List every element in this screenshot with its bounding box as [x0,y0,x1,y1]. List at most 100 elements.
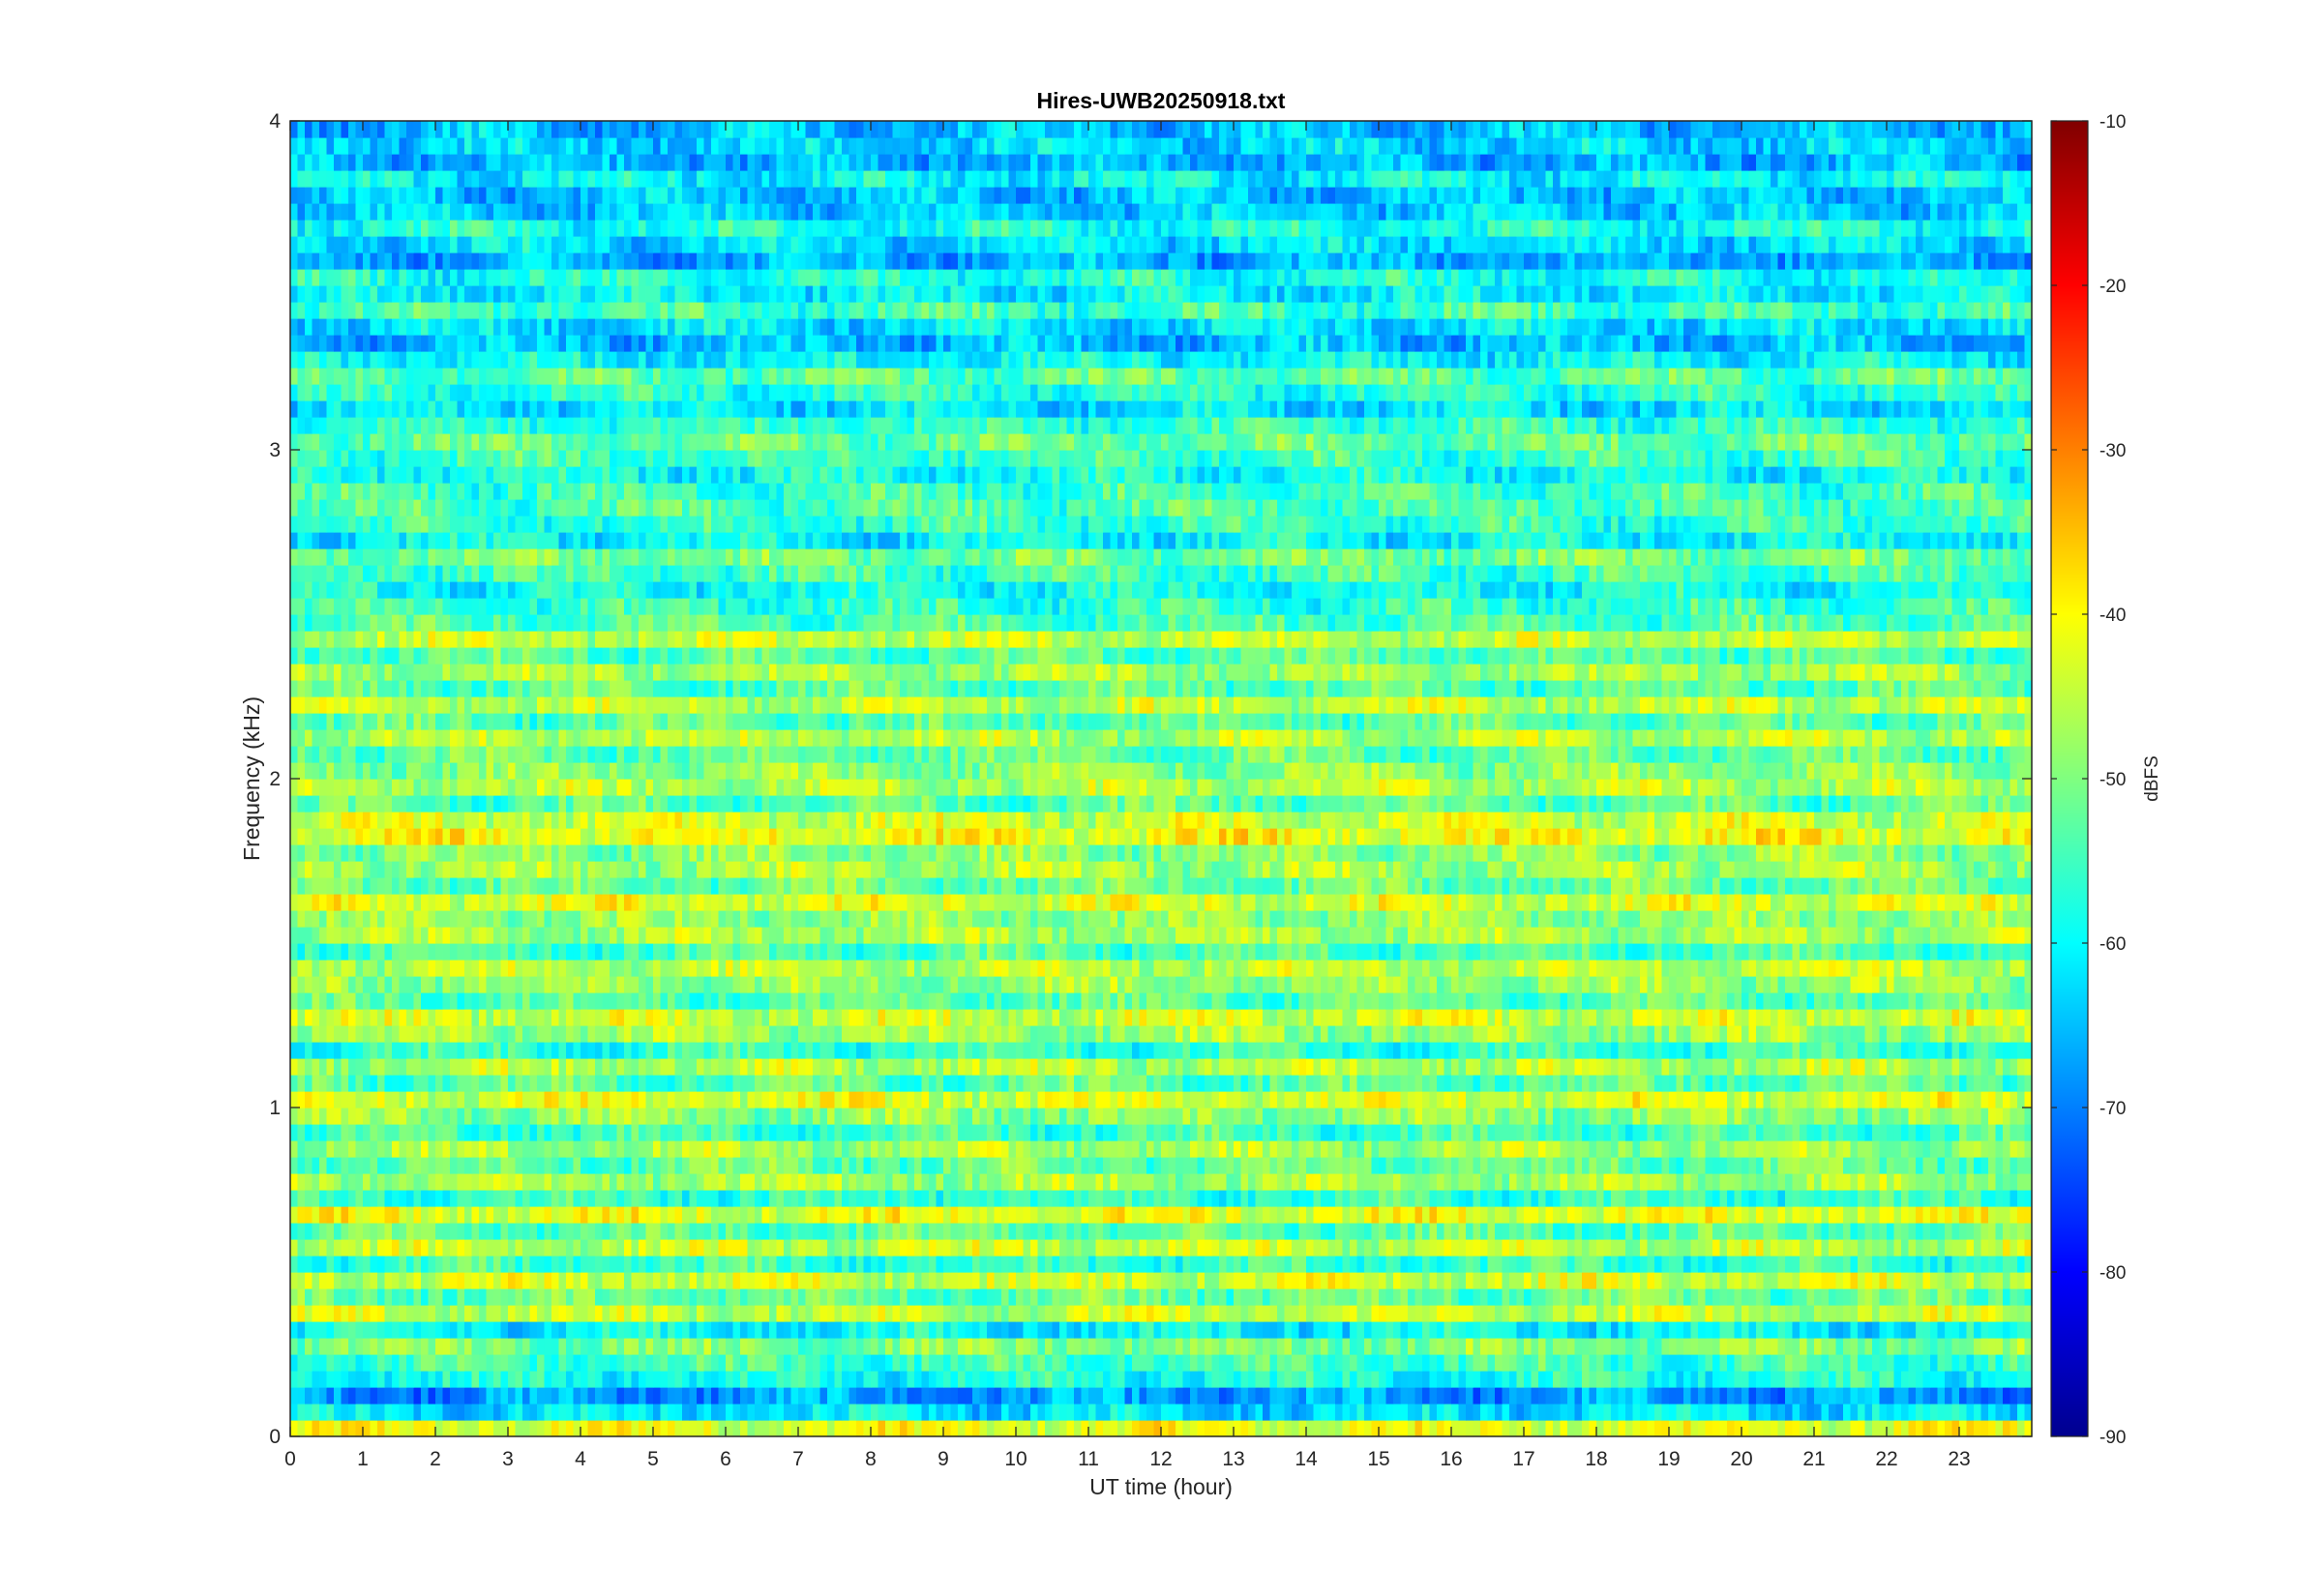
heatmap-cell [1814,1272,1823,1289]
heatmap-cell [493,1272,502,1289]
heatmap-cell [747,1387,756,1404]
heatmap-cell [1545,1354,1554,1372]
heatmap-cell [1487,1272,1496,1289]
heatmap-cell [1806,1223,1815,1240]
heatmap-cell [1234,1387,1242,1404]
heatmap-cell [892,1305,901,1322]
heatmap-cell [377,1288,386,1306]
heatmap-cell [1059,1239,1068,1256]
heatmap-cell [1371,1371,1380,1388]
heatmap-cell [1023,1256,1031,1273]
heatmap-cell [1647,1140,1655,1158]
heatmap-cell [885,1305,894,1322]
heatmap-cell [1379,1140,1387,1158]
heatmap-cell [1356,1272,1365,1289]
heatmap-cell [1945,1157,1953,1174]
heatmap-cell [1800,1321,1808,1339]
heatmap-cell [1139,1206,1147,1224]
heatmap-cell [1843,1338,1852,1355]
heatmap-cell [1864,1157,1873,1174]
heatmap-cell [878,1091,886,1108]
heatmap-cell [1124,1206,1133,1224]
heatmap-cell [566,1371,575,1388]
heatmap-cell [674,1140,683,1158]
heatmap-cell [1719,1256,1728,1273]
heatmap-cell [1190,1404,1199,1421]
heatmap-cell [595,1239,604,1256]
heatmap-cell [1400,1371,1409,1388]
heatmap-cell [900,1256,908,1273]
heatmap-cell [1553,1288,1562,1306]
heatmap-cell [305,1157,313,1174]
heatmap-cell [595,1354,604,1372]
heatmap-cell [1473,1387,1481,1404]
heatmap-cell [1292,1420,1300,1437]
heatmap-cell [479,1420,488,1437]
heatmap-cell [1379,1157,1387,1174]
heatmap-cell [450,1190,459,1207]
heatmap-cell [1524,1223,1533,1240]
heatmap-cell [1683,1091,1692,1108]
heatmap-cell [1248,1338,1257,1355]
heatmap-cell [566,1288,575,1306]
heatmap-cell [1379,1091,1387,1108]
heatmap-cell [682,1091,691,1108]
heatmap-cell [1632,1371,1641,1388]
heatmap-cell [1756,1404,1765,1421]
heatmap-cell [769,1272,778,1289]
heatmap-cell [363,1272,372,1289]
heatmap-cell [1240,1091,1249,1108]
heatmap-cell [319,1288,328,1306]
heatmap-cell [1255,1239,1264,1256]
heatmap-cell [624,1239,633,1256]
heatmap-cell [848,1338,857,1355]
heatmap-cell [1763,1124,1771,1141]
heatmap-cell [1074,1321,1083,1339]
heatmap-cell [819,1338,828,1355]
heatmap-cell [994,1354,1002,1372]
heatmap-cell [639,1305,647,1322]
heatmap-cell [1777,1140,1786,1158]
heatmap-cell [1531,1288,1539,1306]
heatmap-cell [907,1305,915,1322]
heatmap-cell [1016,1256,1025,1273]
heatmap-cell [682,1272,691,1289]
heatmap-cell [595,1124,604,1141]
heatmap-cell [1974,1190,1982,1207]
heatmap-cell [297,1420,306,1437]
heatmap-cell [790,1108,799,1125]
heatmap-cell [1777,1354,1786,1372]
heatmap-cell [1277,1288,1286,1306]
heatmap-cell [1414,1420,1423,1437]
heatmap-cell [697,1157,705,1174]
heatmap-cell [1748,1256,1757,1273]
heatmap-cell [834,1140,843,1158]
heatmap-cell [892,1190,901,1207]
heatmap-cell [1669,1288,1678,1306]
heatmap-cell [1335,1288,1344,1306]
heatmap-cell [544,1338,552,1355]
heatmap-cell [813,1420,821,1437]
heatmap-cell [1153,1173,1162,1191]
heatmap-cell [1414,1173,1423,1191]
heatmap-cell [1240,1338,1249,1355]
heatmap-cell [1321,1173,1329,1191]
heatmap-cell [1988,1288,1997,1306]
heatmap-cell [464,1206,473,1224]
heatmap-cell [1298,1190,1307,1207]
heatmap-cell [892,1404,901,1421]
heatmap-cell [1240,1206,1249,1224]
heatmap-cell [493,1140,502,1158]
heatmap-cell [566,1108,575,1125]
heatmap-cell [1806,1371,1815,1388]
heatmap-cell [1393,1321,1402,1339]
heatmap-cell [2017,1108,2026,1125]
heatmap-cell [529,1223,538,1240]
heatmap-cell [1712,1108,1721,1125]
heatmap-cell [1219,1124,1228,1141]
heatmap-cell [1001,1124,1010,1141]
heatmap-cell [457,1288,465,1306]
heatmap-cell [871,1108,879,1125]
heatmap-cell [660,1124,669,1141]
heatmap-cell [1553,1108,1562,1125]
